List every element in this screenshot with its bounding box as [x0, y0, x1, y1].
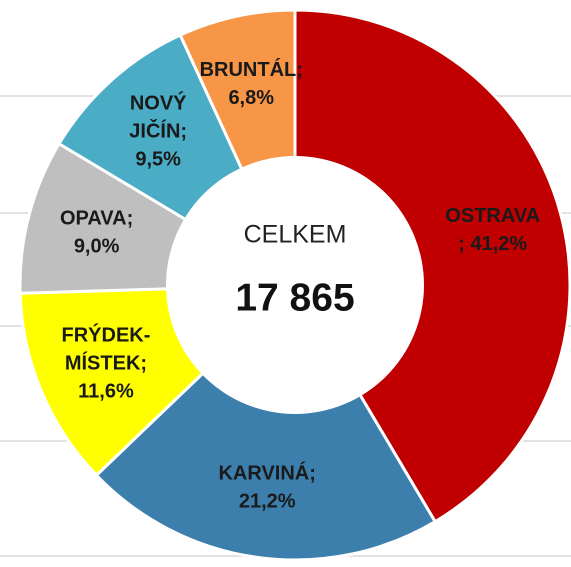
labels: OSTRAVA ; 41,2% KARVINÁ; 21,2% FRÝDEK- MÍSTEK…: [60, 58, 540, 512]
data-label: ; 41,2%: [458, 233, 527, 255]
data-label: OSTRAVA: [445, 205, 540, 227]
data-label: MÍSTEK;: [65, 352, 147, 375]
data-label: BRUNTÁL;: [200, 58, 303, 81]
data-label: 9,5%: [135, 149, 181, 171]
data-label: FRÝDEK-: [62, 323, 151, 347]
data-label: KARVINÁ;: [218, 461, 315, 484]
center-value: 17 865: [235, 276, 354, 319]
data-label: 6,8%: [228, 87, 274, 109]
data-label: OPAVA;: [60, 208, 133, 230]
data-label: 21,2%: [239, 490, 296, 512]
data-label: 11,6%: [78, 381, 134, 403]
data-label: JIČÍN;: [129, 119, 187, 143]
center-label: CELKEM: [244, 221, 347, 249]
data-label: NOVÝ: [130, 91, 187, 115]
donut-hole: [166, 156, 424, 414]
data-label: 9,0%: [74, 236, 120, 258]
